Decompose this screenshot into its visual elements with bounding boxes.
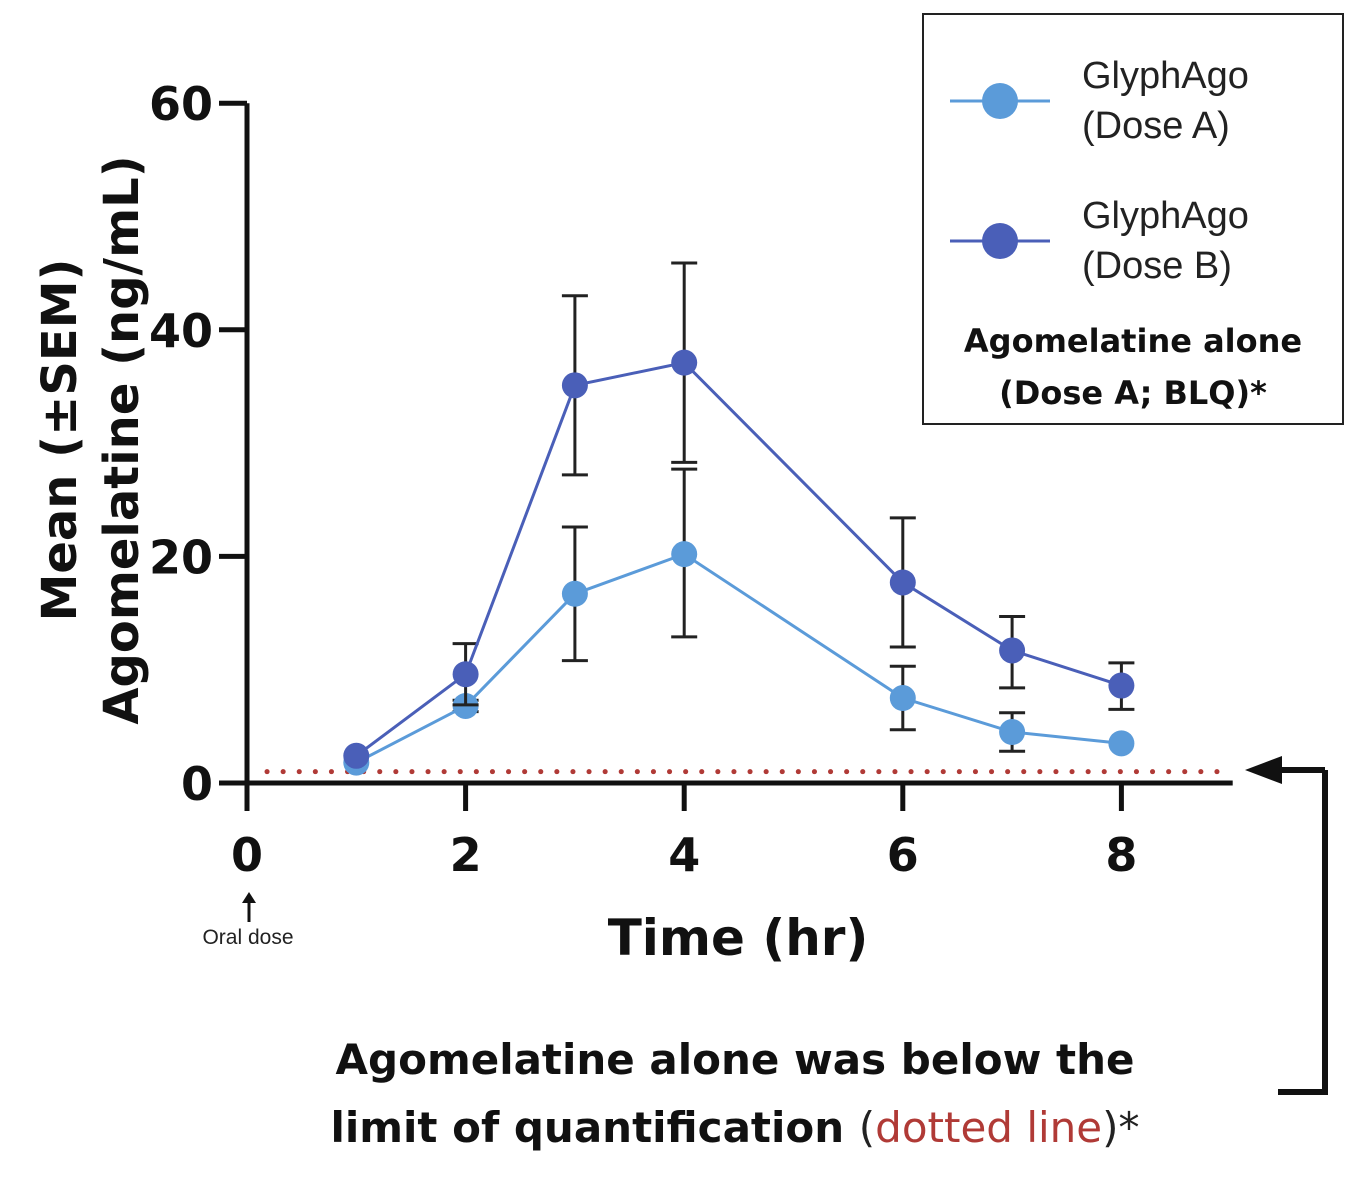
legend-note-line2: (Dose A; BLQ)* <box>999 374 1267 412</box>
legend-note-line1: Agomelatine alone <box>963 322 1303 360</box>
data-point <box>999 637 1026 664</box>
data-point <box>561 372 588 399</box>
legend-entry-dose-b: GlyphAgo (Dose B) <box>924 191 1342 301</box>
data-point <box>671 349 698 376</box>
legend-label-dose-b-line1: GlyphAgo <box>1082 195 1249 237</box>
x-tick-label: 6 <box>887 828 919 882</box>
caption: Agomelatine alone was below the limit of… <box>230 1026 1240 1162</box>
y-axis-label-line1: Mean (±SEM) <box>32 259 88 622</box>
legend: GlyphAgo (Dose A) GlyphAgo (Dose B) Agom… <box>922 13 1344 425</box>
y-tick-label: 20 <box>149 530 213 584</box>
data-point <box>999 719 1026 746</box>
legend-marker-dose-b <box>950 223 1050 259</box>
legend-label-dose-b-line2: (Dose B) <box>1082 245 1232 287</box>
x-tick-label: 2 <box>450 828 482 882</box>
x-tick-label: 0 <box>231 828 263 882</box>
legend-label-dose-b: GlyphAgo (Dose B) <box>1082 191 1249 291</box>
caption-paren-open: ( <box>858 1103 876 1152</box>
axes <box>244 103 1233 786</box>
x-tick-label: 8 <box>1105 828 1137 882</box>
x-axis-label: Time (hr) <box>608 909 869 967</box>
series-layer <box>343 261 1135 776</box>
data-point <box>1108 730 1135 757</box>
caption-line1: Agomelatine alone was below the <box>335 1035 1135 1084</box>
series-dose-b <box>343 261 1135 769</box>
caption-line2-text: limit of quantification <box>330 1103 845 1152</box>
legend-marker-dose-a <box>950 83 1050 119</box>
y-axis-label-line2: Agomelatine (ng/mL) <box>94 155 150 724</box>
y-tick-label: 0 <box>181 757 213 811</box>
legend-label-dose-a: GlyphAgo (Dose A) <box>1082 51 1249 151</box>
data-point <box>889 569 916 596</box>
y-tick-label: 40 <box>149 304 213 358</box>
y-tick-label: 60 <box>149 77 213 131</box>
bracket-arrow-icon <box>1245 756 1328 1095</box>
data-point <box>889 685 916 712</box>
legend-label-dose-a-line1: GlyphAgo <box>1082 55 1249 97</box>
oral-dose-label: Oral dose <box>202 926 294 949</box>
caption-dotted-line-ref: dotted line <box>875 1103 1103 1152</box>
data-point <box>561 580 588 607</box>
x-tick-label: 4 <box>668 828 700 882</box>
ticks: 0 20 40 60 0 2 4 6 8 <box>149 77 1137 882</box>
data-point <box>343 742 370 769</box>
legend-entry-dose-a: GlyphAgo (Dose A) <box>924 51 1342 161</box>
data-point <box>452 661 479 688</box>
data-point <box>1108 672 1135 699</box>
data-point <box>671 541 698 568</box>
series-dose-a <box>343 467 1135 776</box>
legend-label-dose-a-line2: (Dose A) <box>1082 105 1230 147</box>
caption-paren-close: )* <box>1102 1103 1140 1152</box>
caption-line2: limit of quantification (dotted line)* <box>230 1094 1240 1162</box>
oral-dose-arrow-icon <box>242 892 256 922</box>
legend-note: Agomelatine alone (Dose A; BLQ)* <box>924 315 1342 419</box>
